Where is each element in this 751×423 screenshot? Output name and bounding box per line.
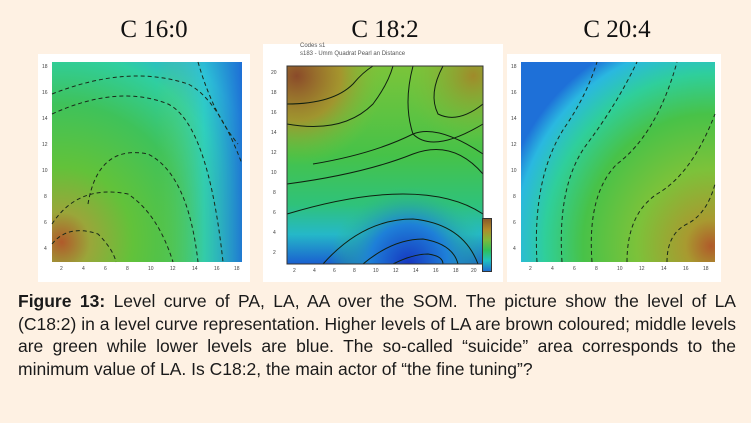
svg-text:2: 2 bbox=[293, 268, 296, 274]
caption-text: Level curve of PA, LA, AA over the SOM. … bbox=[18, 291, 736, 379]
panel-title-c16: C 16:0 bbox=[120, 16, 188, 43]
svg-text:4: 4 bbox=[313, 268, 316, 274]
svg-text:10: 10 bbox=[373, 268, 379, 274]
svg-text:18: 18 bbox=[703, 266, 709, 272]
svg-text:16: 16 bbox=[42, 90, 48, 96]
svg-text:8: 8 bbox=[513, 194, 516, 200]
svg-text:8: 8 bbox=[353, 268, 356, 274]
svg-text:18: 18 bbox=[271, 90, 277, 96]
colorbar bbox=[482, 218, 492, 272]
svg-text:10: 10 bbox=[42, 168, 48, 174]
svg-text:4: 4 bbox=[551, 266, 554, 272]
svg-text:4: 4 bbox=[44, 246, 47, 252]
svg-text:4: 4 bbox=[273, 230, 276, 236]
svg-text:2: 2 bbox=[60, 266, 63, 272]
svg-text:14: 14 bbox=[42, 116, 48, 122]
svg-text:16: 16 bbox=[214, 266, 220, 272]
plot-header: Codes s1 s183 - Umm Quadrat Pearl an Dis… bbox=[300, 42, 405, 58]
svg-text:16: 16 bbox=[271, 110, 277, 116]
svg-text:12: 12 bbox=[511, 142, 517, 148]
plot-header-line2: s183 - Umm Quadrat Pearl an Distance bbox=[300, 51, 406, 57]
svg-text:12: 12 bbox=[170, 266, 176, 272]
svg-text:16: 16 bbox=[511, 90, 517, 96]
svg-text:18: 18 bbox=[42, 64, 48, 70]
svg-text:8: 8 bbox=[595, 266, 598, 272]
plot-header-line1: Codes s1 bbox=[300, 43, 326, 49]
svg-text:8: 8 bbox=[126, 266, 129, 272]
svg-text:10: 10 bbox=[617, 266, 623, 272]
svg-text:14: 14 bbox=[271, 130, 277, 136]
svg-text:20: 20 bbox=[271, 70, 277, 76]
figure-caption: Figure 13: Level curve of PA, LA, AA ove… bbox=[18, 290, 736, 380]
svg-text:8: 8 bbox=[44, 194, 47, 200]
svg-text:18: 18 bbox=[234, 266, 240, 272]
panel-title-c18: C 18:2 bbox=[351, 16, 419, 43]
svg-text:6: 6 bbox=[333, 268, 336, 274]
svg-text:4: 4 bbox=[513, 246, 516, 252]
svg-text:16: 16 bbox=[683, 266, 689, 272]
svg-text:6: 6 bbox=[573, 266, 576, 272]
svg-text:12: 12 bbox=[42, 142, 48, 148]
svg-text:18: 18 bbox=[453, 268, 459, 274]
svg-text:14: 14 bbox=[661, 266, 667, 272]
svg-text:6: 6 bbox=[273, 210, 276, 216]
svg-text:14: 14 bbox=[192, 266, 198, 272]
svg-text:6: 6 bbox=[44, 220, 47, 226]
svg-text:6: 6 bbox=[104, 266, 107, 272]
panel-title-c20: C 20:4 bbox=[583, 16, 651, 43]
contour-plot-c20: 18 16 14 12 10 8 6 4 2 4 6 8 10 12 14 16 18 bbox=[507, 54, 721, 282]
svg-text:2: 2 bbox=[529, 266, 532, 272]
svg-text:10: 10 bbox=[511, 168, 517, 174]
svg-text:14: 14 bbox=[413, 268, 419, 274]
svg-text:12: 12 bbox=[271, 150, 277, 156]
svg-text:6: 6 bbox=[513, 220, 516, 226]
svg-text:16: 16 bbox=[433, 268, 439, 274]
svg-text:12: 12 bbox=[393, 268, 399, 274]
svg-text:18: 18 bbox=[511, 64, 517, 70]
svg-text:20: 20 bbox=[471, 268, 477, 274]
contour-plot-c18: 20 18 16 14 12 10 8 6 4 2 2 4 6 8 10 12 14 16 18 20 bbox=[263, 44, 503, 282]
svg-text:2: 2 bbox=[273, 250, 276, 256]
svg-text:12: 12 bbox=[639, 266, 645, 272]
svg-text:8: 8 bbox=[273, 190, 276, 196]
svg-text:10: 10 bbox=[148, 266, 154, 272]
svg-text:10: 10 bbox=[271, 170, 277, 176]
svg-text:4: 4 bbox=[82, 266, 85, 272]
figure-label: Figure 13: bbox=[18, 291, 106, 311]
svg-text:14: 14 bbox=[511, 116, 517, 122]
contour-plot-c16: 18 16 14 12 10 8 6 4 2 4 6 8 10 12 14 16 18 bbox=[38, 54, 250, 282]
